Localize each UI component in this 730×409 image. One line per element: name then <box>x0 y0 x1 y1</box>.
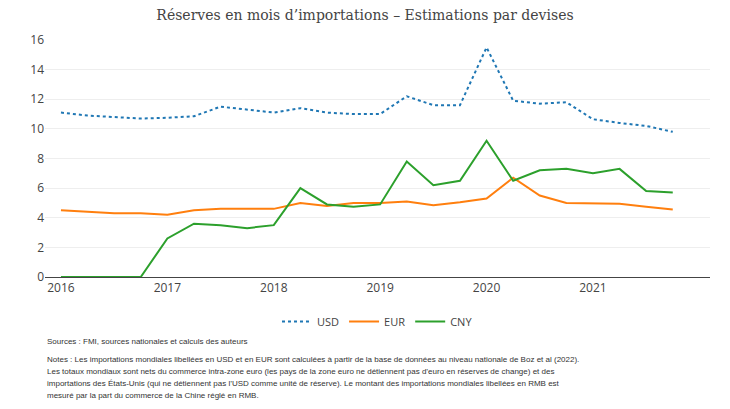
svg-text:Notes : Les importations mondi: Notes : Les importations mondiales libel… <box>47 355 579 364</box>
svg-text:2020: 2020 <box>473 279 501 296</box>
svg-text:Réserves en mois d’importation: Réserves en mois d’importations – Estima… <box>156 7 573 23</box>
svg-text:2017: 2017 <box>154 279 182 296</box>
svg-text:14: 14 <box>30 61 44 78</box>
svg-text:0: 0 <box>37 268 44 285</box>
svg-text:16: 16 <box>30 31 44 48</box>
svg-text:importations des États-Unis (q: importations des États-Unis (qui ne déti… <box>47 379 560 388</box>
svg-text:2019: 2019 <box>366 279 394 296</box>
svg-text:10: 10 <box>30 120 44 137</box>
svg-text:12: 12 <box>30 90 44 107</box>
svg-text:USD: USD <box>317 314 339 329</box>
svg-text:EUR: EUR <box>384 314 405 329</box>
svg-text:2021: 2021 <box>579 279 606 296</box>
svg-text:CNY: CNY <box>450 314 472 329</box>
svg-text:2018: 2018 <box>260 279 288 296</box>
svg-text:2016: 2016 <box>47 279 75 296</box>
svg-text:Sources : FMI, sources nationa: Sources : FMI, sources nationales et cal… <box>47 337 248 346</box>
svg-text:4: 4 <box>37 209 44 226</box>
svg-text:mesuré par la part du commerce: mesuré par la part du commerce de la Chi… <box>47 391 259 400</box>
svg-text:2: 2 <box>37 239 44 256</box>
svg-text:6: 6 <box>37 179 44 196</box>
svg-text:Les totaux mondiaux sont nets: Les totaux mondiaux sont nets du commerc… <box>47 367 554 376</box>
svg-text:8: 8 <box>37 150 44 167</box>
